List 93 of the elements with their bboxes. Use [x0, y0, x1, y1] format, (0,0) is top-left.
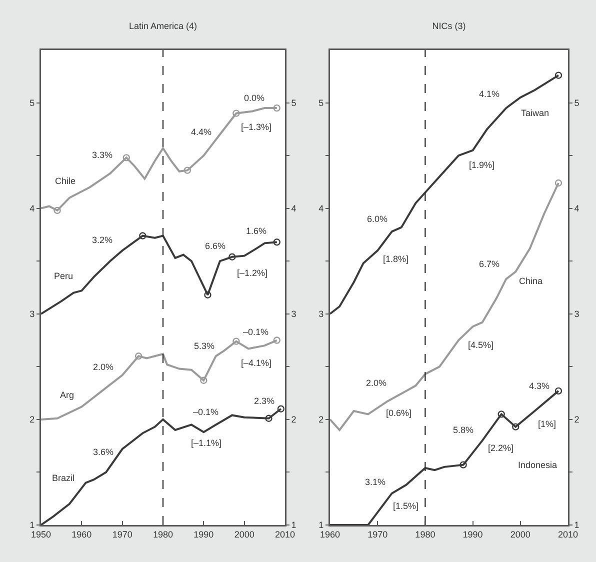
- x-tick-label: 1990: [194, 529, 214, 540]
- annotation: [1.8%]: [383, 254, 409, 264]
- point: [232, 338, 240, 345]
- annotation: [–1.1%]: [191, 438, 222, 448]
- y2-tick-label: 2: [574, 414, 580, 425]
- y-tick-label: 4: [30, 203, 35, 214]
- point: [512, 423, 520, 430]
- annotation: [–4.1%]: [241, 358, 272, 368]
- annotation: Peru: [54, 271, 74, 281]
- point: [232, 110, 240, 117]
- annotation: 2.0%: [93, 362, 114, 372]
- y2-tick-label: 4: [291, 203, 296, 214]
- point: [554, 179, 562, 187]
- point: [273, 104, 280, 112]
- annotation: –0.1%: [243, 327, 269, 337]
- annotation: [–1.3%]: [241, 122, 272, 132]
- chart-title: NICs (3): [432, 21, 466, 32]
- y2-tick-label: 5: [574, 98, 580, 108]
- point: [554, 387, 562, 395]
- point: [184, 166, 191, 174]
- annotation: Arg: [60, 390, 74, 400]
- annotation: 6.6%: [205, 241, 226, 251]
- x-tick-label: 1970: [112, 529, 132, 540]
- point: [200, 376, 208, 384]
- annotation: Taiwan: [521, 108, 550, 118]
- point: [54, 206, 61, 214]
- y-tick-label: 5: [318, 98, 324, 108]
- annotation: 4.3%: [529, 381, 550, 391]
- point: [135, 352, 142, 360]
- annotation: Chile: [55, 176, 76, 186]
- x-tick-label: 1980: [152, 529, 174, 540]
- chart-title: Latin America (4): [128, 21, 198, 32]
- x-tick-label: 2000: [510, 529, 530, 540]
- point: [273, 238, 280, 246]
- x-tick-label: 2010: [274, 529, 296, 540]
- x-tick-label: 2000: [234, 529, 254, 540]
- annotation: 3.1%: [365, 477, 386, 487]
- annotation: [1.5%]: [393, 501, 419, 511]
- y2-tick-label: 1: [574, 520, 580, 530]
- y2-tick-label: 1: [291, 520, 296, 530]
- annotation: –0.1%: [193, 407, 219, 417]
- annotation: Indonesia: [518, 460, 558, 470]
- annotation: 1.6%: [246, 226, 267, 236]
- annotation: 2.0%: [366, 378, 387, 388]
- y-tick-label: 2: [30, 414, 35, 425]
- x-tick-label: 1950: [30, 529, 52, 540]
- annotation: 4.1%: [479, 89, 500, 99]
- y2-tick-label: 5: [291, 98, 296, 108]
- y-tick-label: 2: [318, 414, 324, 425]
- annotation: 6.0%: [367, 214, 388, 224]
- annotation: 3.2%: [92, 235, 113, 245]
- annotation: 4.4%: [191, 127, 212, 137]
- annotation: [0.6%]: [386, 408, 412, 418]
- annotation: [2.2%]: [488, 443, 514, 453]
- y-tick-label: 1: [30, 520, 35, 530]
- annotation: 3.3%: [92, 150, 113, 160]
- x-tick-label: 1960: [320, 529, 340, 540]
- point: [498, 410, 505, 418]
- point: [139, 232, 146, 240]
- y2-tick-label: 3: [291, 309, 296, 320]
- y2-tick-label: 3: [574, 309, 580, 320]
- x-tick-label: 1970: [368, 529, 388, 540]
- point: [122, 154, 130, 162]
- y-tick-label: 5: [30, 98, 35, 108]
- annotation: [4.5%]: [468, 340, 494, 350]
- y-tick-label: 4: [318, 203, 324, 214]
- point: [277, 405, 285, 412]
- annotation: [–1.2%]: [237, 268, 268, 278]
- y-tick-label: 3: [318, 309, 324, 320]
- x-tick-label: 1980: [415, 529, 436, 540]
- y-tick-label: 1: [318, 520, 324, 530]
- x-tick-label: 2010: [558, 529, 578, 540]
- annotation: 5.8%: [453, 425, 474, 435]
- annotation: [1.9%]: [469, 160, 495, 170]
- x-tick-label: 1990: [462, 529, 483, 540]
- point: [204, 291, 212, 298]
- point: [265, 414, 272, 422]
- point: [554, 72, 562, 79]
- y2-tick-label: 4: [574, 203, 580, 214]
- y-tick-label: 3: [30, 309, 35, 320]
- annotation: 3.6%: [93, 447, 114, 457]
- annotation: Brazil: [52, 473, 75, 483]
- point: [228, 253, 236, 260]
- x-tick-label: 1960: [72, 529, 92, 540]
- annotation: 6.7%: [479, 259, 500, 269]
- annotation: 2.3%: [254, 396, 275, 406]
- point: [460, 461, 467, 468]
- annotation: China: [519, 276, 543, 286]
- annotation: 5.3%: [194, 341, 215, 351]
- y2-tick-label: 2: [291, 414, 296, 425]
- annotation: 0.0%: [244, 93, 265, 103]
- annotation: [1%]: [538, 419, 556, 429]
- point: [273, 336, 280, 344]
